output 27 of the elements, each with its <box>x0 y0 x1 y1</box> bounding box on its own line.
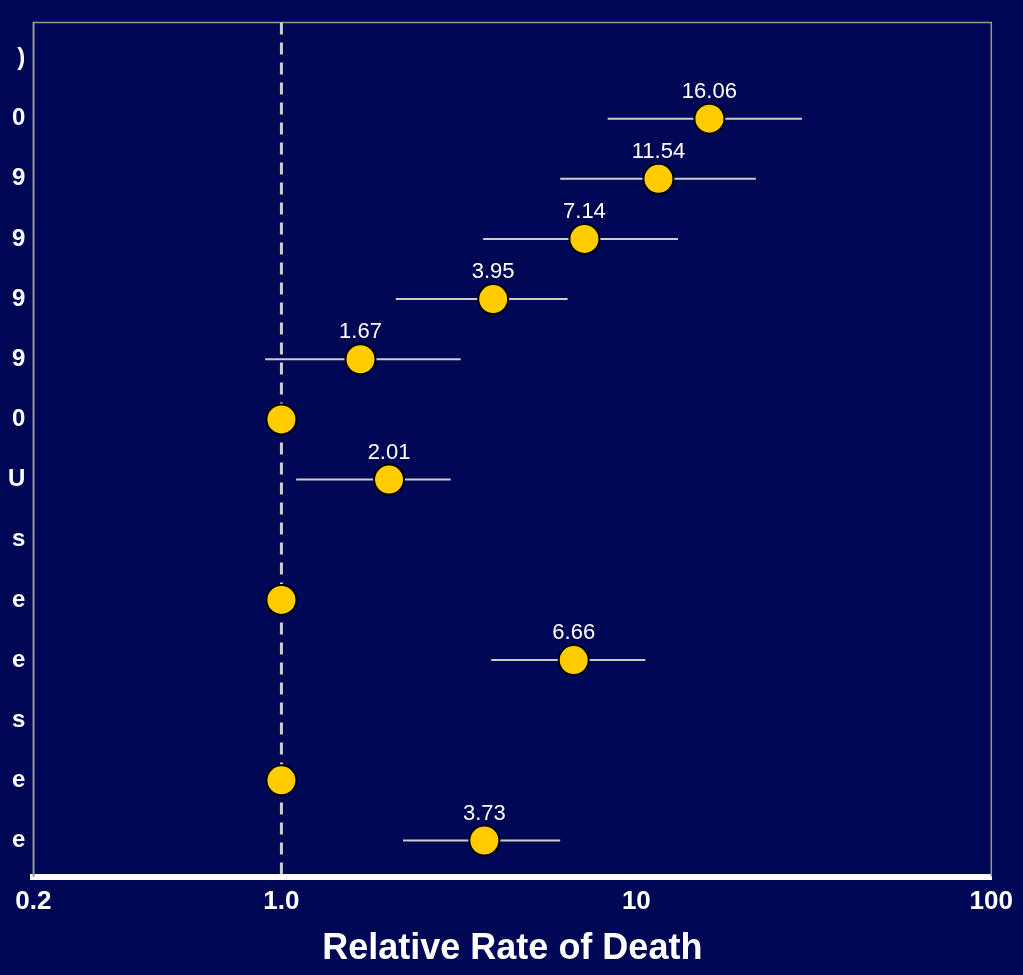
y-tick-label: e <box>11 584 26 612</box>
data-label: 2.01 <box>367 438 411 464</box>
data-label: 11.54 <box>631 137 686 163</box>
y-tick-label: e <box>11 764 26 792</box>
x-tick-label: 1.0 <box>263 885 300 916</box>
data-label: 16.06 <box>681 77 737 103</box>
x-axis-title: Relative Rate of Death <box>322 926 703 968</box>
data-label: 6.66 <box>552 619 596 645</box>
data-label: 3.95 <box>471 258 515 284</box>
data-label: 3.73 <box>462 799 506 825</box>
y-tick-label: e <box>11 825 26 853</box>
y-tick-label: 9 <box>11 223 26 251</box>
y-tick-label: U <box>7 464 26 492</box>
x-tick-label: 0.2 <box>15 885 52 916</box>
y-tick-label: e <box>11 644 26 672</box>
y-tick-label: 9 <box>11 163 26 191</box>
y-tick-label: 0 <box>11 404 26 432</box>
y-tick-label: s <box>11 704 26 732</box>
y-tick-label: 9 <box>11 283 26 311</box>
y-tick-label: s <box>11 524 26 552</box>
x-tick-label: 100 <box>969 885 1014 916</box>
data-label: 1.67 <box>339 318 382 344</box>
x-tick-label: 10 <box>621 885 651 916</box>
y-tick-label: ) <box>17 43 26 71</box>
y-tick-label: 9 <box>11 343 26 371</box>
data-label: 7.14 <box>563 198 606 224</box>
y-tick-label: 0 <box>11 103 26 131</box>
